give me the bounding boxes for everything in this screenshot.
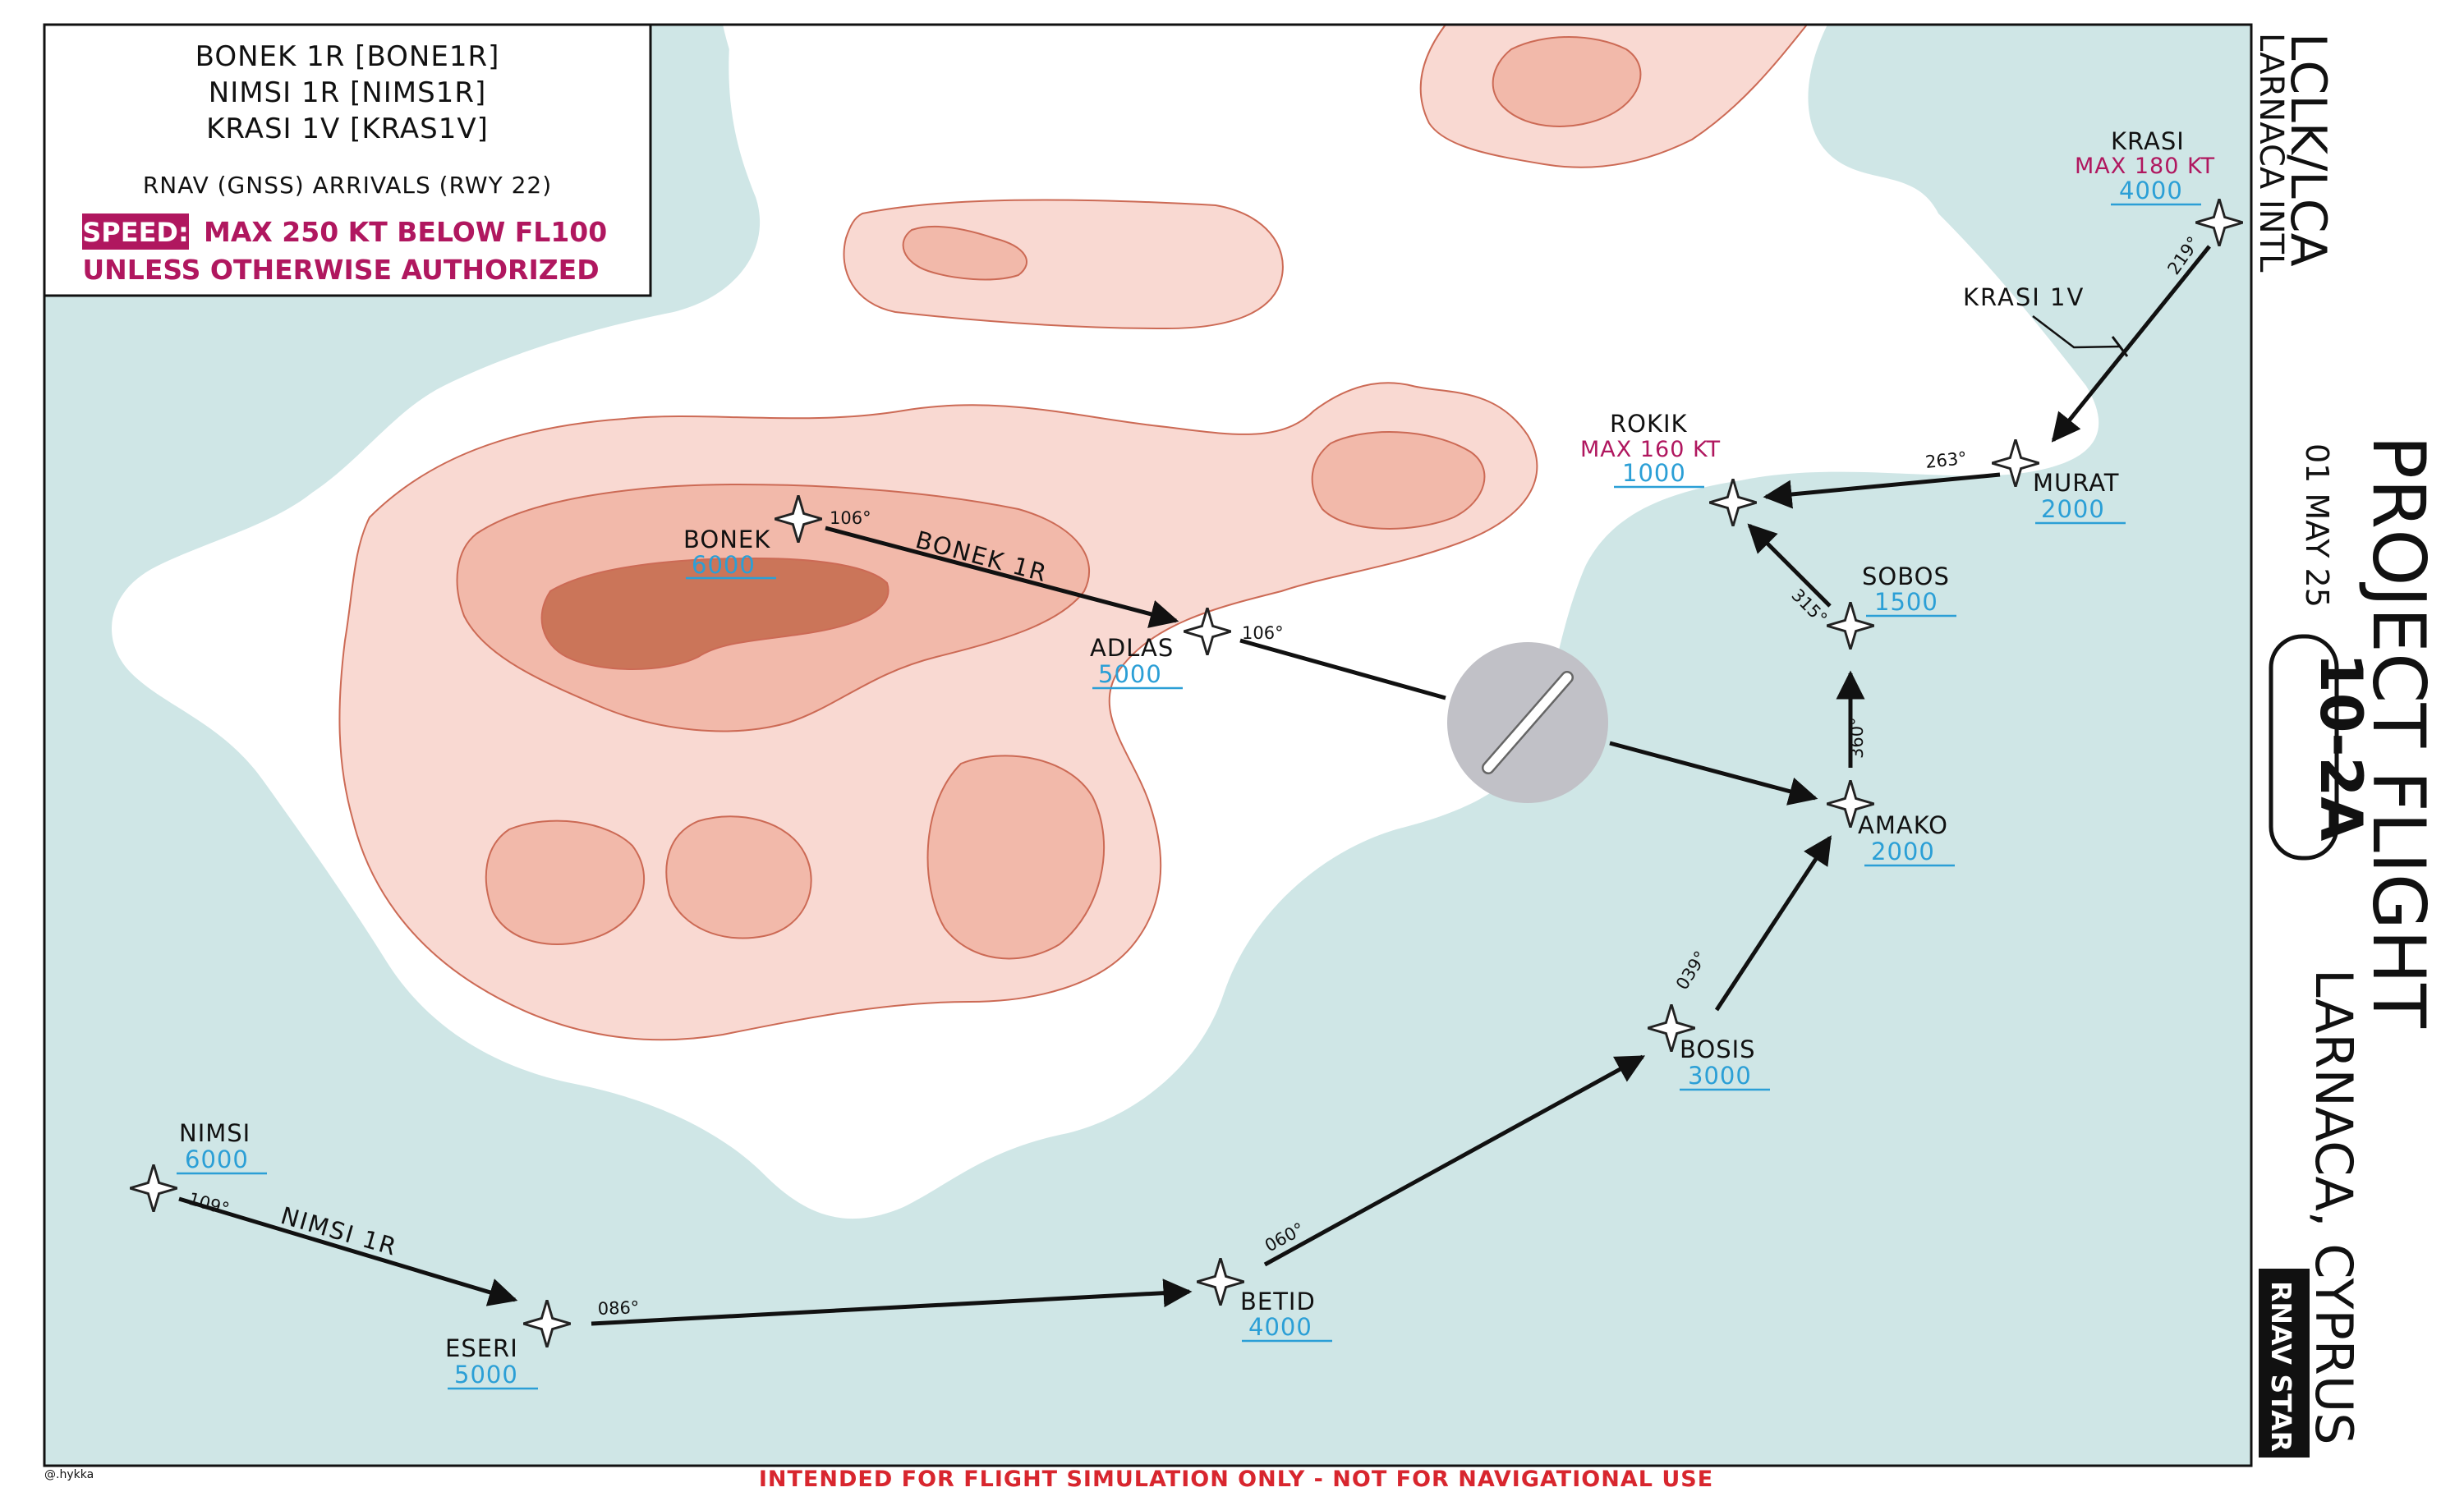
leg-bosis-amako — [1714, 835, 1832, 1012]
terrain-north-hill — [843, 199, 1284, 330]
leg-bonek-adlas — [825, 526, 1179, 628]
course-murat-rokik: 263° — [1924, 448, 1968, 472]
speed-text-2: UNLESS OTHERWISE AUTHORIZED — [82, 254, 599, 286]
chart-header: LCLK/LCA LARNACA INTL 01 MAY 25 10-2A PR… — [2250, 25, 2464, 1466]
chart-city: LARNACA, CYPRUS — [2304, 969, 2364, 1445]
waypoint-sobos-alt: 1500 — [1874, 588, 1938, 616]
waypoint-betid-name: BETID — [1240, 1288, 1316, 1315]
legend-procedure-2: NIMSI 1R [NIMS1R] — [209, 76, 486, 109]
credit-text: @.hykka — [44, 1468, 94, 1481]
waypoint-krasi-speed: MAX 180 KT — [2075, 154, 2215, 179]
legend-type: RNAV (GNSS) ARRIVALS (RWY 22) — [143, 172, 552, 199]
waypoint-krasi-name: KRASI — [2111, 127, 2185, 155]
rnav-star-badge — [2259, 1269, 2310, 1458]
waypoint-rokik-alt: 1000 — [1622, 459, 1686, 487]
waypoint-rokik-speed: MAX 160 KT — [1580, 437, 1721, 462]
leg-betid-bosis — [1263, 1054, 1646, 1267]
terrain-south-hill-1 — [485, 819, 646, 945]
waypoint-bonek-name: BONEK — [683, 526, 770, 553]
speed-label-bg — [82, 213, 189, 250]
waypoint-rokik-name: ROKIK — [1610, 410, 1688, 438]
leg-krasi-murat — [2051, 245, 2211, 443]
course-eseri-betid: 086° — [597, 1297, 639, 1319]
waypoint-eseri-alt: 5000 — [454, 1361, 518, 1389]
terrain-south-hill-3 — [926, 755, 1106, 960]
chart-date: 01 MAY 25 — [2299, 443, 2335, 608]
airport-icao: LCLK/LCA — [2279, 33, 2337, 267]
waypoint-eseri-name: ESERI — [445, 1334, 518, 1362]
chart-number: 10-2A — [2307, 653, 2374, 841]
waypoint-amako-alt: 2000 — [1871, 838, 1935, 865]
terrain-troodos-peak — [540, 557, 890, 670]
krasi-1v-leader — [2032, 315, 2121, 349]
course-amako-sobos: 360° — [1847, 717, 1867, 759]
waypoint-nimsi-name: NIMSI — [179, 1119, 251, 1147]
airport-symbol[interactable] — [1447, 642, 1608, 803]
waypoint-krasi-alt: 4000 — [2119, 177, 2183, 204]
route-legs — [178, 245, 2211, 1326]
waypoint-bonek-alt: 6000 — [692, 551, 756, 579]
waypoint-bosis-name: BOSIS — [1680, 1035, 1756, 1063]
terrain-north-range-inner — [1492, 36, 1642, 127]
waypoint-adlas-alt: 5000 — [1098, 660, 1162, 688]
legend-box: BONEK 1R [BONE1R] NIMSI 1R [NIMS1R] KRAS… — [43, 23, 652, 297]
speed-text: MAX 250 KT BELOW FL100 — [204, 216, 607, 248]
course-bonek-adlas: 106° — [830, 508, 871, 528]
terrain-north-hill-inner — [902, 225, 1027, 281]
waypoint-nimsi-alt: 6000 — [185, 1145, 249, 1173]
rnav-star-label: RNAV STAR — [2265, 1281, 2297, 1452]
legend-procedure-1: BONEK 1R [BONE1R] — [195, 40, 500, 73]
waypoint-sobos-name: SOBOS — [1862, 562, 1950, 590]
course-adlas-airport: 106° — [1242, 623, 1284, 643]
speed-label: SPEED: — [82, 217, 189, 248]
terrain-layers — [338, 24, 1809, 1041]
waypoint-murat-name: MURAT — [2033, 469, 2120, 497]
leg-nimsi-eseri — [178, 1196, 518, 1306]
terrain-south-hill-2 — [665, 815, 812, 939]
legend-procedure-3: KRASI 1V [KRAS1V] — [206, 112, 489, 145]
disclaimer-footer: INTENDED FOR FLIGHT SIMULATION ONLY - NO… — [759, 1467, 1713, 1492]
leg-airport-amako — [1609, 741, 1818, 806]
map-border — [43, 23, 2253, 1467]
leg-eseri-betid — [591, 1279, 1193, 1326]
waypoint-betid-alt: 4000 — [1248, 1313, 1312, 1341]
leg-adlas-airport — [1239, 638, 1446, 700]
waypoint-murat-alt: 2000 — [2041, 495, 2105, 523]
airport-name: LARNACA INTL — [2252, 33, 2290, 273]
chart-number-box — [2269, 634, 2339, 861]
waypoint-adlas-name: ADLAS — [1090, 634, 1174, 662]
leg-murat-rokik — [1763, 472, 2001, 509]
route-label-krasi-1v: KRASI 1V — [1963, 283, 2085, 311]
leg-sobos-rokik — [1747, 523, 1832, 608]
chart-title: PROJECT FLIGHT — [2356, 435, 2441, 1029]
waypoint-amako-name: AMAKO — [1858, 811, 1948, 839]
waypoint-bosis-alt: 3000 — [1688, 1062, 1752, 1090]
terrain-east-hill — [1311, 431, 1486, 530]
